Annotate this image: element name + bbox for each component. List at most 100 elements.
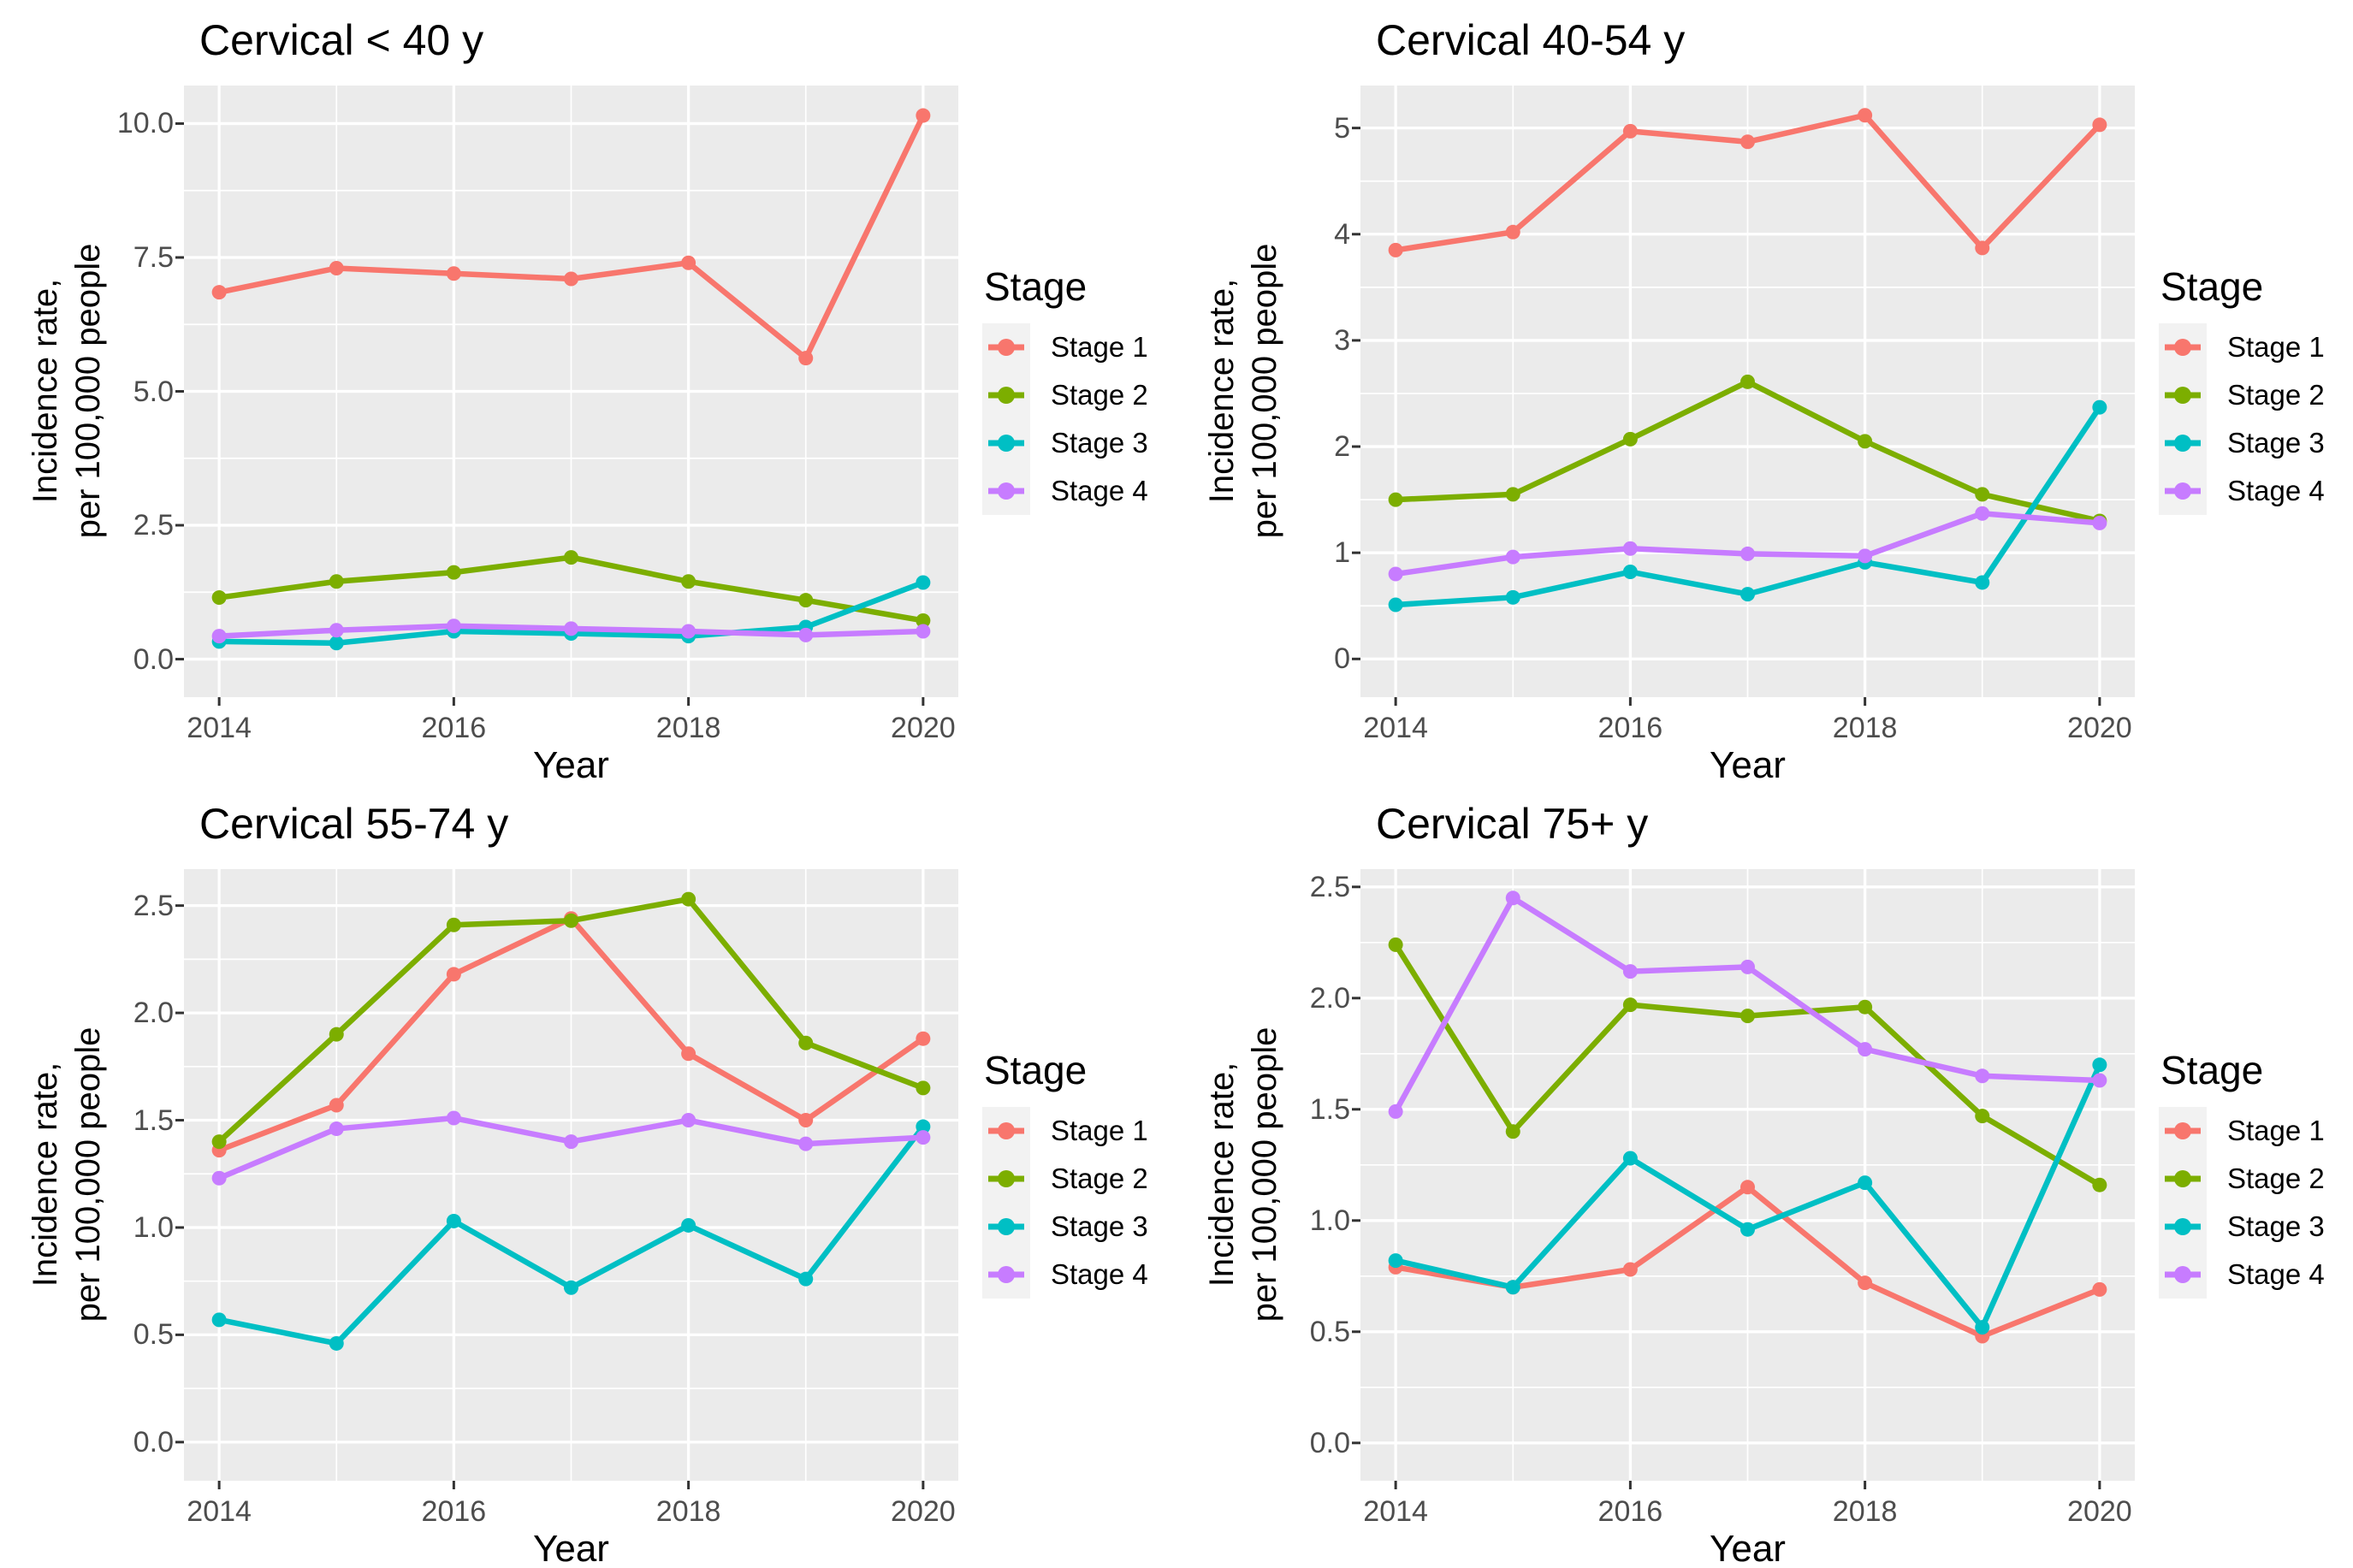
legend-entry-label: Stage 3: [1051, 1210, 1148, 1242]
data-point-stage-3: [1388, 1253, 1403, 1269]
data-point-stage-4: [329, 623, 344, 638]
plot-canvas: [175, 869, 958, 1489]
y-tick-label: 0.5: [133, 1318, 174, 1352]
x-tick-label: 2020: [891, 1495, 956, 1528]
legend-entry-label: Stage 1: [2227, 331, 2325, 363]
chart-title: Cervical 40-54 y: [1376, 16, 1686, 64]
data-point-stage-2: [1622, 431, 1638, 447]
legend-glyph-point: [998, 1266, 1015, 1283]
y-axis-title-line-1: Incidence rate,: [27, 1062, 64, 1287]
panel-cervical-75-plus: Cervical 75+ y Incidence rate, per 100,000…: [1176, 784, 2353, 1567]
legend: Stage Stage 1 Stage 2 Stage 3 Stage 4: [982, 1047, 1148, 1299]
data-point-stage-3: [1975, 575, 1990, 590]
data-point-stage-2: [916, 612, 931, 628]
data-point-stage-4: [1622, 964, 1638, 979]
legend-entry-label: Stage 1: [2227, 1115, 2325, 1146]
data-point-stage-3: [1622, 565, 1638, 580]
y-tick-label: 1.0: [133, 1210, 174, 1244]
data-point-stage-2: [1622, 997, 1638, 1013]
x-axis-title: Year: [1710, 744, 1786, 784]
y-tick-label: 10.0: [116, 107, 174, 140]
legend-glyph-icon: [2165, 1266, 2201, 1283]
legend-glyph-point: [2174, 435, 2191, 452]
data-point-stage-2: [916, 1080, 931, 1096]
data-point-stage-1: [1622, 123, 1638, 139]
data-point-stage-4: [446, 618, 461, 634]
y-tick-label: 2.5: [1309, 870, 1350, 903]
data-point-stage-3: [1388, 597, 1403, 612]
legend-entry-stage-4: Stage 4: [2159, 1251, 2325, 1299]
legend-glyph-icon: [2165, 1122, 2201, 1139]
legend-key-glyph-stage-3: [982, 419, 1030, 467]
data-point-stage-1: [798, 1113, 814, 1128]
legend-key-glyph-stage-4: [2159, 467, 2207, 515]
data-point-stage-3: [1622, 1151, 1638, 1166]
legend-title: Stage: [2160, 1048, 2264, 1092]
data-point-stage-2: [329, 574, 344, 589]
legend-entry-stage-1: Stage 1: [982, 1107, 1148, 1155]
data-point-stage-2: [446, 917, 461, 932]
x-tick-label: 2014: [187, 712, 252, 744]
legend-title: Stage: [984, 264, 1088, 309]
y-tick-label: 2.5: [133, 889, 174, 922]
legend-glyph-icon: [2165, 1170, 2201, 1187]
legend-glyph-point: [998, 435, 1015, 452]
legend-title: Stage: [2160, 264, 2264, 309]
y-tick-label: 0.0: [133, 1425, 174, 1459]
legend-entry-stage-4: Stage 4: [982, 1251, 1148, 1299]
legend-glyph-point: [998, 1122, 1015, 1139]
data-point-stage-2: [1388, 937, 1403, 952]
legend-key-glyph-stage-3: [2159, 1203, 2207, 1251]
y-axis-title-text: Incidence rate, per 100,000 people: [1200, 1027, 1286, 1322]
x-tick-label: 2016: [1597, 712, 1663, 744]
data-point-stage-2: [211, 590, 227, 606]
y-tick-label: 5: [1334, 111, 1350, 145]
data-point-stage-1: [798, 351, 814, 366]
data-point-stage-1: [2092, 117, 2107, 133]
legend-key-glyph-stage-1: [2159, 323, 2207, 371]
panel-cervical-40-54: Cervical 40-54 y Incidence rate, per 100,0…: [1176, 0, 2353, 784]
legend-glyph-point: [2174, 1266, 2191, 1283]
y-tick-label: 2: [1334, 430, 1350, 464]
data-point-stage-4: [2092, 515, 2107, 530]
panel-cervical-under-40: Cervical < 40 y Incidence rate, per 100,00…: [0, 0, 1176, 784]
legend-entry-label: Stage 2: [2227, 379, 2325, 411]
data-point-stage-1: [681, 1046, 696, 1062]
data-point-stage-1: [1740, 134, 1755, 150]
legend-entry-label: Stage 2: [1051, 1163, 1148, 1194]
data-point-stage-2: [1505, 1124, 1520, 1139]
data-point-stage-4: [1858, 1042, 1873, 1057]
data-point-stage-4: [798, 627, 814, 642]
data-point-stage-3: [798, 1271, 814, 1287]
x-tick-label: 2020: [891, 712, 956, 744]
data-point-stage-2: [1505, 487, 1520, 502]
legend-key-glyph-stage-1: [982, 323, 1030, 371]
legend-entry-label: Stage 4: [2227, 1258, 2325, 1290]
data-point-stage-1: [1975, 240, 1990, 256]
y-tick-label: 2.5: [133, 509, 174, 542]
y-tick-label: 7.5: [133, 240, 174, 274]
x-tick-label: 2018: [1832, 712, 1898, 744]
legend-glyph-icon: [988, 1266, 1024, 1283]
legend-entry-label: Stage 4: [1051, 1258, 1148, 1290]
x-tick-label: 2014: [1363, 712, 1428, 744]
legend-entry-stage-2: Stage 2: [2159, 371, 2325, 419]
legend-glyph-icon: [2165, 482, 2201, 500]
data-point-stage-4: [1740, 959, 1755, 974]
data-point-stage-1: [329, 1098, 344, 1113]
y-tick-label: 2.0: [1309, 981, 1350, 1015]
x-tick-label: 2020: [2067, 712, 2132, 744]
legend-keys: Stage 1 Stage 2 Stage 3 Stage 4: [2159, 323, 2325, 515]
data-point-stage-3: [1505, 589, 1520, 605]
data-point-stage-1: [211, 285, 227, 300]
legend-glyph-icon: [2165, 339, 2201, 356]
legend-entry-label: Stage 3: [1051, 427, 1148, 459]
legend-key-glyph-stage-4: [982, 1251, 1030, 1299]
data-point-stage-2: [1858, 434, 1873, 449]
y-axis-title-text: Incidence rate, per 100,000 people: [1200, 244, 1286, 539]
y-tick-label: 3: [1334, 323, 1350, 357]
legend-glyph-point: [998, 387, 1015, 404]
data-point-stage-4: [916, 624, 931, 639]
data-point-stage-1: [916, 108, 931, 123]
x-tick-label: 2018: [655, 712, 721, 744]
